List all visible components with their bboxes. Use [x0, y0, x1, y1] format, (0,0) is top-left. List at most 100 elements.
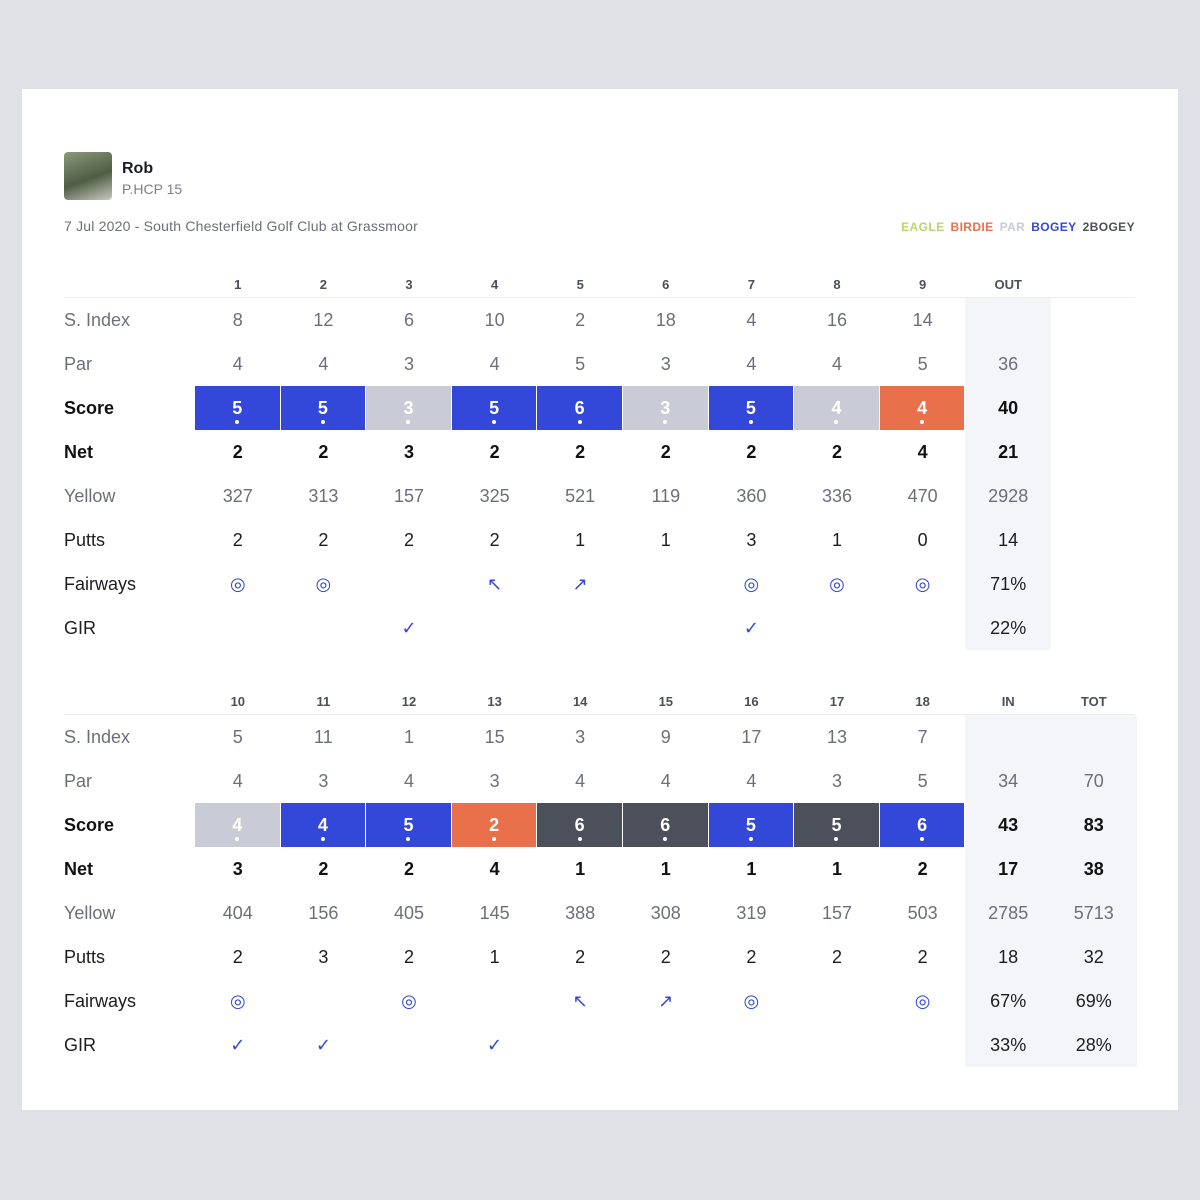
table-cell: ✓	[401, 617, 417, 638]
column-header: TOT	[1080, 694, 1107, 709]
table-cell: 4	[575, 770, 586, 791]
row-label: Score	[64, 397, 115, 418]
table-cell: 16	[826, 309, 847, 330]
header-divider	[64, 714, 1135, 715]
legend-item: 2BOGEY	[1082, 220, 1135, 234]
totals-background	[965, 298, 1051, 650]
legend-item: BOGEY	[1031, 220, 1077, 234]
table-cell: ◎	[315, 573, 332, 594]
table-cell: 1	[831, 529, 842, 550]
table-cell: 4	[489, 353, 500, 374]
score-cell: 6	[537, 386, 623, 430]
table-cell: ✓	[315, 1034, 331, 1055]
column-header: 3	[405, 277, 413, 292]
column-header: 12	[401, 694, 417, 709]
table-cell: 4	[489, 858, 500, 879]
table-cell: 5	[917, 353, 928, 374]
row-label: Net	[64, 441, 94, 462]
table-cell: 43	[998, 814, 1019, 835]
score-cell: 5	[195, 386, 281, 430]
row-label: Score	[64, 814, 115, 835]
row-label: Putts	[64, 529, 106, 550]
table-cell: ◎	[914, 990, 931, 1011]
row-label: Putts	[64, 946, 106, 967]
table-cell: 157	[821, 902, 852, 923]
row-label: Net	[64, 858, 94, 879]
row-label: Par	[64, 353, 93, 374]
table-cell: 2	[831, 946, 842, 967]
table-cell: 18	[655, 309, 676, 330]
score-cell: 5	[794, 803, 880, 847]
table-cell: ↗	[572, 573, 588, 594]
column-header: IN	[1001, 694, 1015, 709]
table-cell: 2	[917, 946, 928, 967]
score-cell: 5	[708, 386, 795, 430]
table-cell: ✓	[743, 617, 759, 638]
totals-background	[965, 715, 1137, 1067]
column-header: 9	[918, 277, 927, 292]
table-cell: 2	[232, 946, 243, 967]
table-cell: 3	[403, 353, 414, 374]
table-cell: 319	[736, 902, 767, 923]
table-cell: 2	[746, 946, 757, 967]
player-handicap: P.HCP 15	[122, 181, 183, 197]
table-cell: ◎	[229, 990, 246, 1011]
column-header: 15	[658, 694, 674, 709]
table-cell: 34	[998, 770, 1019, 791]
table-cell: 4	[403, 770, 414, 791]
legend-item: BIRDIE	[950, 220, 994, 234]
table-cell: 157	[393, 485, 424, 506]
table-cell: 5	[575, 353, 586, 374]
table-cell: 1	[575, 858, 586, 879]
table-cell: 13	[826, 726, 847, 747]
table-cell: ◎	[743, 573, 760, 594]
table-cell: ◎	[829, 573, 845, 594]
table-cell: 2	[575, 441, 586, 462]
column-header: 4	[490, 277, 499, 292]
score-cell: 5	[366, 803, 452, 847]
legend: EAGLE BIRDIE PAR BOGEY 2BOGEY	[901, 220, 1135, 234]
avatar	[64, 152, 112, 200]
table-cell: 14	[998, 529, 1019, 550]
table-cell: 10	[484, 309, 505, 330]
table-cell: ✓	[487, 1034, 503, 1055]
table-cell: 3	[318, 770, 329, 791]
table-cell: 33%	[990, 1034, 1027, 1055]
table-cell: 38	[1083, 858, 1104, 879]
row-label: Fairways	[64, 990, 137, 1011]
table-cell: 2	[660, 946, 671, 967]
table-cell: 2785	[988, 902, 1029, 923]
row-label: Par	[64, 770, 93, 791]
table-cell: 2	[403, 946, 414, 967]
table-cell: 2	[575, 946, 586, 967]
table-cell: 470	[907, 485, 938, 506]
table-cell: 336	[821, 485, 852, 506]
score-cell: 5	[280, 386, 367, 430]
column-header: 5	[576, 277, 584, 292]
table-cell: 11	[314, 726, 333, 747]
score-cell: 6	[879, 803, 966, 847]
table-cell: 3	[318, 946, 329, 967]
table-cell: 70	[1083, 770, 1104, 791]
table-cell: 308	[650, 902, 681, 923]
table-cell: 2	[403, 858, 414, 879]
table-cell: 1	[746, 858, 757, 879]
table-cell: ↖	[572, 990, 588, 1011]
table-cell: 7	[917, 726, 928, 747]
table-cell: 14	[912, 309, 933, 330]
table-cell: ↗	[658, 990, 674, 1011]
table-cell: 4	[660, 770, 671, 791]
score-cell: 6	[537, 803, 623, 847]
column-header: 1	[234, 277, 242, 292]
table-cell: 2	[318, 441, 329, 462]
score-cell: 4	[879, 386, 966, 430]
table-cell: 5713	[1073, 902, 1114, 923]
table-cell: 4	[917, 441, 928, 462]
table-cell: 40	[998, 397, 1019, 418]
table-cell: 28%	[1075, 1034, 1112, 1055]
header-divider	[64, 297, 1135, 298]
table-cell: ◎	[914, 573, 931, 594]
table-cell: 2	[489, 529, 500, 550]
table-cell: ↖	[487, 573, 503, 594]
